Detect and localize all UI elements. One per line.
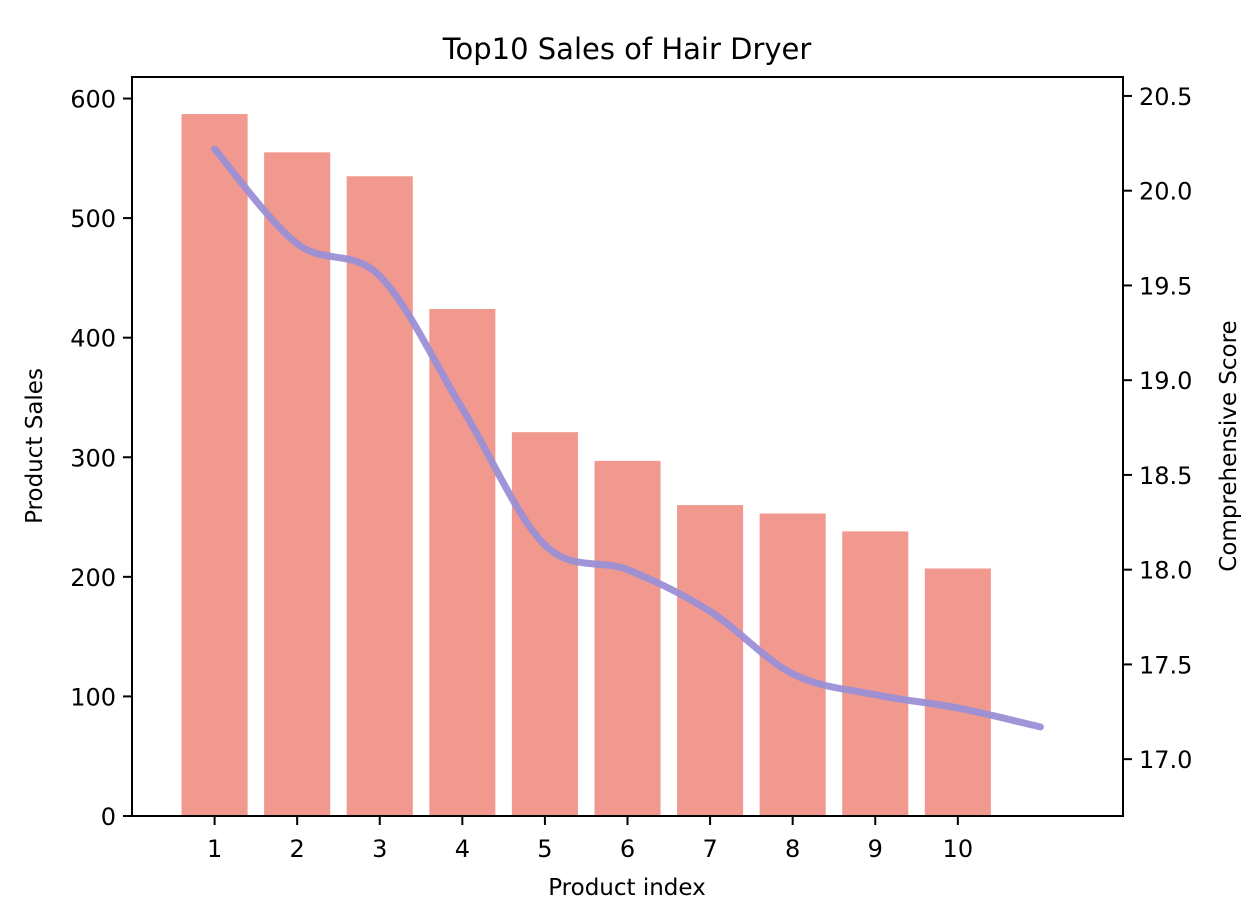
comprehensive-score-line: [211, 145, 1044, 731]
bar: [346, 176, 413, 817]
y2-tick-label: 19.5: [1139, 272, 1192, 300]
bar-series: [181, 114, 991, 817]
x-tick-label: 8: [785, 835, 800, 863]
bar: [842, 531, 909, 816]
bar: [594, 460, 661, 816]
y-tick-label: 500: [70, 205, 116, 233]
y-tick-label: 400: [70, 325, 116, 353]
y2-tick-label: 20.0: [1139, 178, 1192, 206]
bar: [429, 308, 496, 816]
y2-axis-label: Comprehensive Score: [1216, 320, 1242, 571]
bar: [759, 513, 826, 816]
x-tick-label: 5: [537, 835, 552, 863]
chart-title: Top10 Sales of Hair Dryer: [442, 32, 812, 66]
y-axis-ticks: 0 100 200 300 400 500 600: [70, 86, 132, 831]
bar: [924, 568, 991, 816]
x-tick-label: 9: [868, 835, 883, 863]
y-tick-label: 300: [70, 444, 116, 472]
y-axis-label: Product Sales: [22, 368, 48, 524]
x-tick-label: 6: [620, 835, 635, 863]
x-tick-label: 3: [372, 835, 387, 863]
x-axis-label: Product index: [548, 875, 706, 901]
y2-tick-label: 17.5: [1139, 651, 1192, 679]
y2-tick-label: 17.0: [1139, 746, 1192, 774]
x-tick-label: 10: [943, 835, 974, 863]
bar: [264, 152, 331, 816]
bar: [677, 505, 744, 816]
y2-tick-label: 19.0: [1139, 367, 1192, 395]
x-tick-label: 1: [207, 835, 222, 863]
y-tick-label: 0: [101, 803, 116, 831]
y2-tick-label: 18.5: [1139, 462, 1192, 490]
y-tick-label: 100: [70, 683, 116, 711]
x-tick-label: 7: [702, 835, 717, 863]
x-axis-ticks: 1 2 3 4 5 6 7 8 9 10: [207, 816, 973, 863]
y-tick-label: 600: [70, 86, 116, 114]
y-tick-label: 200: [70, 564, 116, 592]
bar: [511, 432, 578, 816]
bar: [181, 114, 248, 816]
y2-tick-label: 20.5: [1139, 83, 1192, 111]
x-tick-label: 4: [455, 835, 470, 863]
y2-axis-ticks: 17.0 17.5 18.0 18.5 19.0 19.5 20.0 20.5: [1123, 83, 1192, 774]
y2-tick-label: 18.0: [1139, 557, 1192, 585]
x-tick-label: 2: [290, 835, 305, 863]
